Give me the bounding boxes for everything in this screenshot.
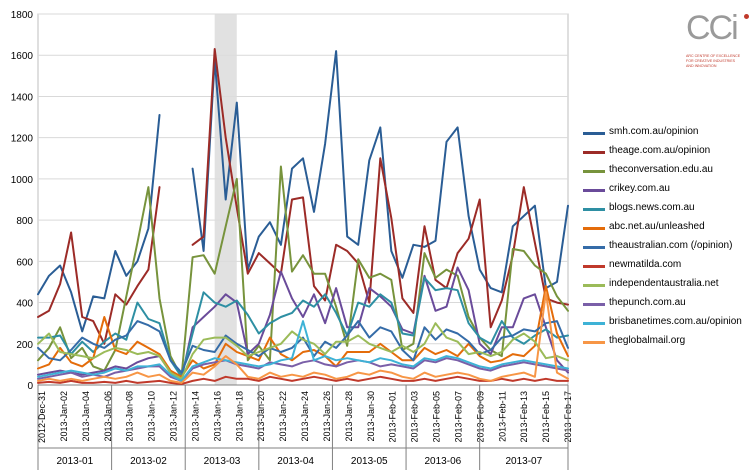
- logo-dot-icon: [744, 14, 749, 19]
- month-label: 2013-07: [505, 456, 542, 467]
- legend-swatch: [583, 284, 605, 287]
- x-tick-label: 2013-Jan-12: [169, 391, 179, 442]
- legend-label: independentaustralia.net: [609, 278, 719, 289]
- y-tick-label: 0: [27, 381, 33, 392]
- legend-swatch: [583, 227, 605, 230]
- y-tick-label: 200: [16, 340, 33, 351]
- series-line: [37, 266, 569, 380]
- x-tick-label: 2013-Feb-05: [432, 391, 442, 443]
- series-line: [37, 285, 569, 378]
- legend-label: blogs.news.com.au: [609, 202, 695, 213]
- logo-mark: CCi: [686, 9, 739, 47]
- month-label: 2013-02: [130, 456, 167, 467]
- y-tick-label: 1000: [11, 175, 34, 186]
- legend-swatch: [583, 189, 605, 192]
- y-tick-label: 800: [16, 216, 33, 227]
- series-line: [37, 48, 569, 345]
- x-tick-label: 2013-Jan-20: [256, 391, 266, 442]
- legend-label: brisbanetimes.com.au/opinion: [609, 316, 742, 327]
- y-tick-label: 400: [16, 299, 33, 310]
- y-tick-label: 1800: [11, 10, 34, 21]
- series-line: [37, 291, 569, 384]
- month-label: 2013-04: [277, 456, 314, 467]
- x-tick-label: 2013-Jan-10: [147, 391, 157, 442]
- legend-label: newmatilda.com: [609, 259, 682, 270]
- series-line: [37, 375, 569, 385]
- y-tick-label: 1200: [11, 134, 34, 145]
- series-line: [37, 276, 569, 378]
- month-label: 2013-05: [351, 456, 388, 467]
- x-tick-label: 2013-Jan-18: [234, 391, 244, 442]
- legend-label: smh.com.au/opinion: [609, 126, 699, 137]
- series-line: [37, 50, 569, 333]
- legend-swatch: [583, 151, 605, 154]
- x-tick-label: 2013-Jan-26: [322, 391, 332, 442]
- x-tick-label: 2013-Jan-14: [190, 391, 200, 442]
- x-tick-label: 2013-Jan-24: [300, 391, 310, 442]
- logo-line-3: AND INNOVATION: [686, 64, 717, 68]
- x-tick-label: 2013-Jan-22: [278, 391, 288, 442]
- legend-label: theglobalmail.org: [609, 335, 686, 346]
- x-tick-label: 2012-Dec-31: [37, 391, 47, 443]
- logo-line-2: FOR CREATIVE INDUSTRIES: [686, 59, 736, 63]
- y-tick-label: 600: [16, 257, 33, 268]
- legend-label: crikey.com.au: [609, 183, 670, 194]
- y-tick-label: 1600: [11, 51, 34, 62]
- x-tick-label: 2013-Jan-02: [59, 391, 69, 442]
- series-line: [37, 320, 569, 382]
- cci-logo: CCi ARC CENTRE OF EXCELLENCE FOR CREATIV…: [686, 8, 752, 80]
- x-tick-label: 2013-Jan-16: [212, 391, 222, 442]
- series-line: [37, 320, 569, 374]
- x-tick-label: 2013-Feb-11: [497, 391, 507, 442]
- y-tick-label: 1400: [11, 92, 34, 103]
- legend-swatch: [583, 322, 605, 325]
- legend-swatch: [583, 265, 605, 268]
- legend-swatch: [583, 303, 605, 306]
- logo-line-1: ARC CENTRE OF EXCELLENCE: [686, 54, 741, 58]
- month-label: 2013-06: [425, 456, 462, 467]
- month-label: 2013-01: [56, 456, 93, 467]
- legend-label: thepunch.com.au: [609, 297, 686, 308]
- x-tick-label: 2013-Jan-30: [366, 391, 376, 442]
- month-label: 2013-03: [204, 456, 241, 467]
- x-tick-label: 2013-Jan-06: [103, 391, 113, 442]
- legend-swatch: [583, 170, 605, 173]
- series-line: [37, 322, 569, 380]
- legend-swatch: [583, 208, 605, 211]
- x-tick-label: 2013-Feb-15: [541, 391, 551, 443]
- x-tick-label: 2013-Feb-13: [519, 391, 529, 443]
- legend-label: abc.net.au/unleashed: [609, 221, 705, 232]
- legend-swatch: [583, 341, 605, 344]
- x-tick-label: 2013-Feb-09: [475, 391, 485, 443]
- legend-label: theaustralian.com (/opinion): [609, 240, 733, 251]
- x-tick-label: 2013-Jan-08: [125, 391, 135, 442]
- x-tick-label: 2013-Feb-01: [388, 391, 398, 443]
- legend-swatch: [583, 246, 605, 249]
- x-tick-label: 2013-Feb-03: [410, 391, 420, 443]
- x-tick-label: 2013-Jan-04: [81, 391, 91, 442]
- x-tick-label: 2013-Jan-28: [344, 391, 354, 442]
- legend-label: theconversation.edu.au: [609, 164, 713, 175]
- x-tick-label: 2013-Feb-07: [453, 391, 463, 443]
- legend-swatch: [583, 132, 605, 135]
- legend-label: theage.com.au/opinion: [609, 145, 711, 156]
